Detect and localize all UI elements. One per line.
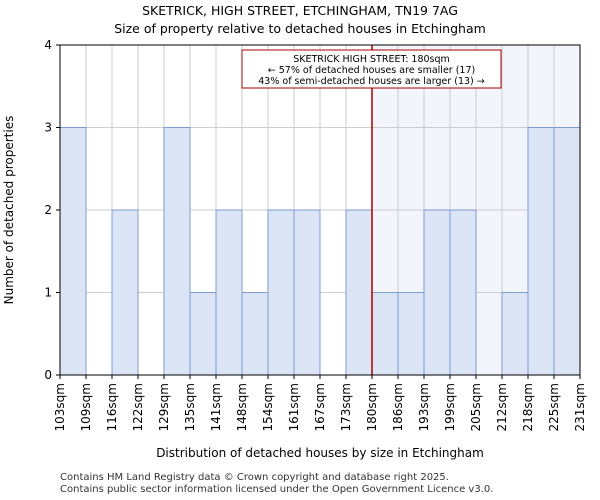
x-tick-label: 141sqm <box>209 383 223 431</box>
bar-180sqm <box>371 292 399 376</box>
x-tick-label: 103sqm <box>53 383 67 431</box>
x-tick-label: 225sqm <box>547 383 561 431</box>
bar-148sqm <box>241 292 269 376</box>
bar-154sqm <box>267 209 295 376</box>
y-tick-label: 3 <box>44 121 52 135</box>
annotation-box <box>241 49 502 89</box>
x-tick-label: 122sqm <box>131 383 145 431</box>
x-tick-label: 148sqm <box>235 383 249 431</box>
bar-161sqm <box>293 209 321 376</box>
y-tick-label: 4 <box>44 38 52 52</box>
annotation-line-2: ← 57% of detached houses are smaller (17… <box>268 65 475 76</box>
bar-212sqm <box>501 292 529 376</box>
bar-225sqm <box>553 127 581 376</box>
y-axis-label: Number of detached properties <box>2 116 16 305</box>
x-tick-label: 205sqm <box>469 383 483 431</box>
x-axis-label: Distribution of detached houses by size … <box>156 446 484 460</box>
y-tick-label: 0 <box>44 368 52 382</box>
x-tick-label: 129sqm <box>157 383 171 431</box>
bar-186sqm <box>397 292 425 376</box>
bar-135sqm <box>189 292 217 376</box>
annotation-line-1: SKETRICK HIGH STREET: 180sqm <box>293 54 450 65</box>
y-tick-label: 1 <box>44 286 52 300</box>
x-tick-label: 186sqm <box>391 383 405 431</box>
y-tick-label: 2 <box>44 203 52 217</box>
x-tick-label: 199sqm <box>443 383 457 431</box>
chart-title: SKETRICK, HIGH STREET, ETCHINGHAM, TN19 … <box>142 3 458 18</box>
bar-193sqm <box>423 209 451 376</box>
footer-line-1: Contains HM Land Registry data © Crown c… <box>60 472 449 483</box>
x-tick-label: 154sqm <box>261 383 275 431</box>
histogram-chart: 0 1 2 3 4 103sqm 109sqm 116sqm 122sqm 129sqm 135sq… <box>2 38 587 460</box>
bar-173sqm <box>345 209 373 376</box>
bar-129sqm <box>163 127 191 376</box>
x-tick-label: 135sqm <box>183 383 197 431</box>
bar-116sqm <box>111 209 139 376</box>
x-tick-label: 212sqm <box>495 383 509 431</box>
x-tick-label: 231sqm <box>573 383 587 431</box>
footer-line-2: Contains public sector information licen… <box>60 484 494 495</box>
bar-199sqm <box>449 209 477 376</box>
x-tick-label: 180sqm <box>365 383 379 431</box>
bar-141sqm <box>215 209 243 376</box>
bar-103sqm <box>59 127 87 376</box>
x-tick-label: 109sqm <box>79 383 93 431</box>
annotation-line-3: 43% of semi-detached houses are larger (… <box>258 76 485 87</box>
x-tick-label: 161sqm <box>287 383 301 431</box>
bar-218sqm <box>527 127 555 376</box>
x-tick-label: 173sqm <box>339 383 353 431</box>
chart-subtitle: Size of property relative to detached ho… <box>114 21 486 36</box>
x-tick-label: 218sqm <box>521 383 535 431</box>
x-tick-label: 116sqm <box>105 383 119 431</box>
x-tick-label: 193sqm <box>417 383 431 431</box>
x-tick-label: 167sqm <box>313 383 327 431</box>
